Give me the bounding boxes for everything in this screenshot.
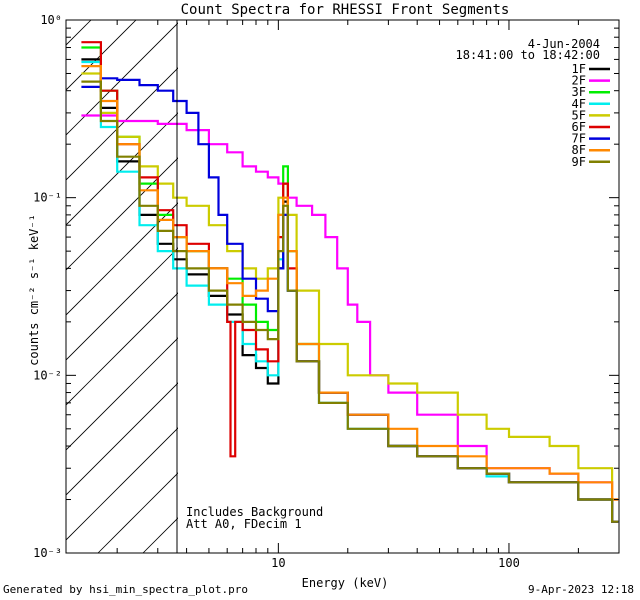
legend-label-3f: 3F	[572, 85, 586, 99]
y-tick-label: 10⁰	[40, 13, 62, 27]
hatch-line	[66, 247, 178, 361]
hatch-line	[66, 202, 178, 316]
hatch-line	[593, 0, 640, 553]
y-tick-label: 10⁻¹	[33, 191, 62, 205]
hatch-line	[66, 157, 178, 271]
hatch-line	[0, 0, 113, 553]
x-tick-label: 10	[271, 556, 285, 570]
footer-generated-by: Generated by hsi_min_spectra_plot.pro	[3, 583, 249, 596]
hatch-line	[323, 0, 640, 553]
hatch-line	[368, 0, 640, 553]
series-line-6f	[81, 41, 619, 523]
series-line-8f	[81, 65, 619, 501]
hatch-line	[97, 472, 178, 553]
hatch-line	[66, 427, 178, 541]
legend-label-7f: 7F	[572, 132, 586, 146]
hatch-line	[66, 20, 137, 91]
axis-ticks: 10 100 10⁰ 10⁻¹ 10⁻² 10⁻³	[33, 13, 620, 570]
legend-label-2f: 2F	[572, 74, 586, 88]
date-label: 4-Jun-2004	[528, 37, 600, 51]
hatch-line	[66, 22, 178, 136]
legend-label-6f: 6F	[572, 120, 586, 134]
y-tick-label: 10⁻³	[33, 546, 62, 560]
legend-label-5f: 5F	[572, 108, 586, 122]
hatched-region	[0, 0, 640, 553]
hatch-line	[548, 0, 640, 553]
legend-label-9f: 9F	[572, 155, 586, 169]
annotation-background: Includes Background	[186, 505, 323, 519]
series-line-3f	[81, 46, 619, 523]
series-line-9f	[81, 80, 619, 523]
x-axis-label: Energy (keV)	[302, 576, 389, 590]
series-line-7f	[81, 77, 619, 523]
hatch-line	[66, 67, 178, 181]
x-tick-label: 100	[498, 556, 520, 570]
hatch-line	[413, 0, 640, 553]
series-line-2f	[81, 114, 619, 501]
chart-title: Count Spectra for RHESSI Front Segments	[181, 2, 510, 18]
hatch-line	[66, 382, 178, 496]
legend-label-8f: 8F	[572, 143, 586, 157]
footer-date: 9-Apr-2023 12:18	[528, 583, 634, 596]
series-line-4f	[81, 60, 619, 523]
series-line-5f	[81, 72, 619, 501]
series-lines	[81, 41, 619, 523]
hatch-line	[66, 20, 92, 46]
annotation-attenuator: Att A0, FDecim 1	[186, 517, 302, 531]
hatch-line	[66, 292, 178, 406]
hatch-line	[142, 517, 178, 553]
legend-label-1f: 1F	[572, 62, 586, 76]
hatch-line	[66, 337, 178, 451]
time-range-label: 18:41:00 to 18:42:00	[456, 48, 601, 62]
y-axis-label: counts cm⁻² s⁻¹ keV⁻¹	[27, 214, 41, 366]
plot-frame	[65, 19, 620, 554]
legend-label-4f: 4F	[572, 97, 586, 111]
y-tick-label: 10⁻²	[33, 368, 62, 382]
